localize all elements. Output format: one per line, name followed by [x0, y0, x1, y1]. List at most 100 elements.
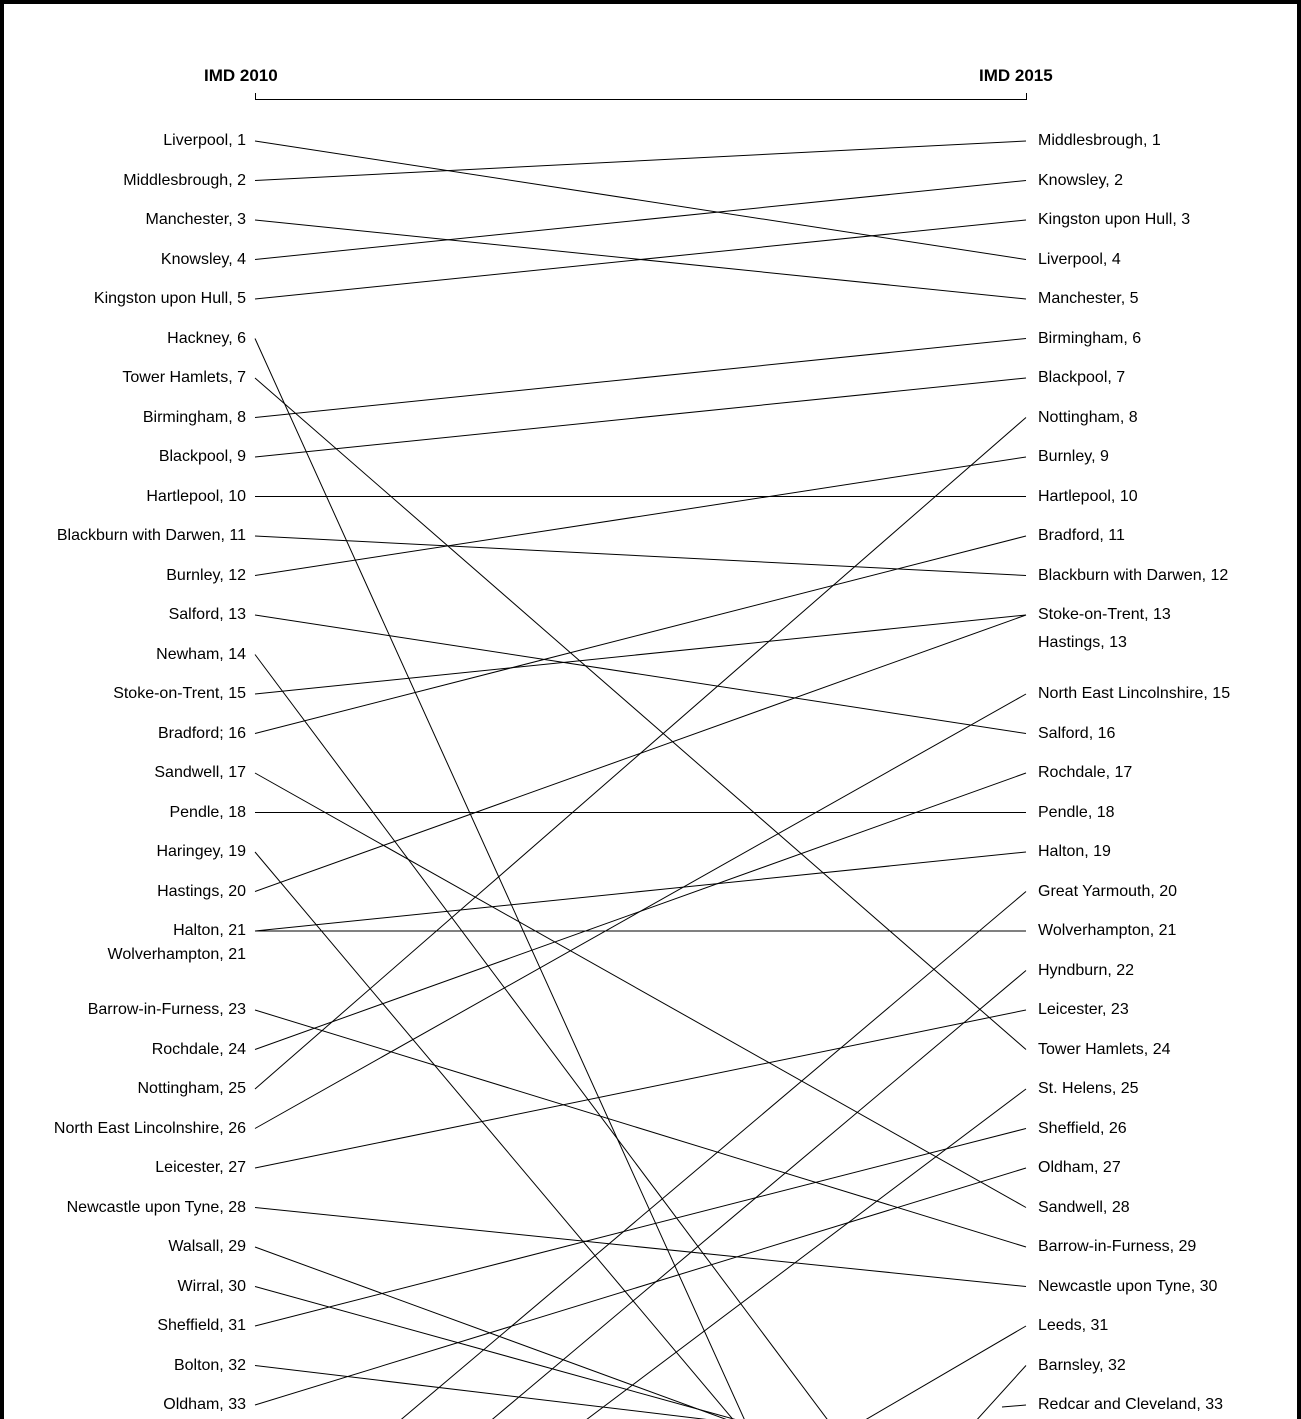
connector-1-to-4 — [254, 140, 1027, 260]
right-label-bradford-11: Bradford, 11 — [1038, 527, 1125, 544]
right-label-leicester-23: Leicester, 23 — [1038, 1001, 1129, 1018]
left-label-bradford-16: Bradford; 16 — [157, 724, 246, 742]
left-label-sandwell-17: Sandwell, 17 — [154, 764, 246, 781]
left-label-blackburn-with-darwen-11: Blackburn with Darwen, 11 — [56, 527, 246, 544]
connector-16-to-11 — [254, 535, 1027, 734]
connector-29-to-out — [254, 1246, 727, 1419]
left-label-stoke-on-trent-15: Stoke-on-Trent, 15 — [113, 685, 246, 702]
connector-out-to-25 — [586, 1088, 1027, 1419]
right-label-barnsley-32: Barnsley, 32 — [1038, 1356, 1126, 1374]
right-label-wolverhampton-21: Wolverhampton, 21 — [1038, 922, 1177, 939]
right-label-great-yarmouth-20: Great Yarmouth, 20 — [1038, 882, 1178, 900]
left-label-bolton-32: Bolton, 32 — [173, 1356, 246, 1374]
connector-15-to-13 — [254, 614, 1027, 695]
left-label-liverpool-1: Liverpool, 1 — [163, 132, 246, 149]
left-label-barrow-in-furness-23: Barrow-in-Furness, 23 — [87, 1001, 246, 1018]
right-label-pendle-18: Pendle, 18 — [1038, 803, 1115, 821]
connector-out-to-22 — [491, 970, 1027, 1419]
right-label-rochdale-17: Rochdale, 17 — [1038, 764, 1133, 781]
connector-12-to-9 — [254, 456, 1027, 576]
right-label-halton-19: Halton, 19 — [1038, 843, 1111, 860]
left-label-knowsley-4: Knowsley, 4 — [160, 250, 246, 268]
left-label-walsall-29: Walsall, 29 — [168, 1238, 246, 1255]
connector-8-to-6 — [254, 338, 1027, 418]
left-label-rochdale-24: Rochdale, 24 — [151, 1040, 246, 1058]
left-label-middlesbrough-2: Middlesbrough, 2 — [123, 171, 246, 189]
right-label-barrow-in-furness-29: Barrow-in-Furness, 29 — [1038, 1238, 1197, 1255]
right-label-leeds-31: Leeds, 31 — [1038, 1317, 1109, 1334]
right-label-sandwell-28: Sandwell, 28 — [1038, 1198, 1130, 1216]
connector-11-to-12 — [254, 535, 1027, 576]
connector-14-to-out — [254, 654, 828, 1419]
right-label-oldham-27: Oldham, 27 — [1038, 1159, 1121, 1176]
connector-out-to-31 — [865, 1325, 1027, 1419]
right-label-liverpool-4: Liverpool, 4 — [1038, 250, 1121, 268]
left-label-newham-14: Newham, 14 — [156, 645, 246, 663]
connector-out-to-20 — [400, 891, 1027, 1419]
left-label-wirral-30: Wirral, 30 — [177, 1277, 246, 1295]
left-label-blackpool-9: Blackpool, 9 — [158, 448, 246, 465]
header-bracket — [255, 93, 1027, 100]
connector-17-to-28 — [254, 772, 1027, 1208]
left-label-nottingham-25: Nottingham, 25 — [137, 1080, 246, 1097]
right-label-birmingham-6: Birmingham, 6 — [1038, 329, 1142, 347]
left-label-wolverhampton-21: Wolverhampton, 21 — [107, 946, 246, 963]
right-label-stoke-on-trent-13: Stoke-on-Trent, 13 — [1038, 606, 1171, 623]
connector-26-to-15 — [254, 693, 1027, 1129]
left-label-leicester-27: Leicester, 27 — [155, 1159, 246, 1176]
connector-32-to-out — [254, 1365, 707, 1419]
connector-21-to-19 — [254, 851, 1027, 932]
connector-33-to-27 — [254, 1167, 1027, 1406]
left-label-manchester-3: Manchester, 3 — [145, 211, 247, 228]
right-label-salford-16: Salford, 16 — [1038, 724, 1116, 742]
connector-23-to-29 — [254, 1009, 1027, 1248]
right-label-hastings-13: Hastings, 13 — [1038, 634, 1127, 651]
left-label-newcastle-upon-tyne-28: Newcastle upon Tyne, 28 — [66, 1198, 246, 1216]
connector-30-to-out — [254, 1286, 736, 1419]
right-label-nottingham-8: Nottingham, 8 — [1038, 408, 1138, 426]
right-label-north-east-lincolnshire-15: North East Lincolnshire, 15 — [1038, 685, 1231, 702]
connector-9-to-7 — [254, 377, 1027, 458]
connector-out-to-33 — [1001, 1404, 1027, 1408]
left-label-north-east-lincolnshire-26: North East Lincolnshire, 26 — [53, 1119, 246, 1137]
left-label-sheffield-31: Sheffield, 31 — [157, 1317, 246, 1334]
right-label-sheffield-26: Sheffield, 26 — [1038, 1119, 1127, 1137]
connector-31-to-26 — [254, 1128, 1027, 1327]
left-label-hastings-20: Hastings, 20 — [157, 882, 246, 900]
right-label-tower-hamlets-24: Tower Hamlets, 24 — [1038, 1040, 1171, 1058]
right-label-redcar-and-cleveland-33: Redcar and Cleveland, 33 — [1038, 1396, 1224, 1413]
connector-out-to-32 — [976, 1365, 1027, 1419]
left-label-kingston-upon-hull-5: Kingston upon Hull, 5 — [93, 290, 246, 307]
right-label-middlesbrough-1: Middlesbrough, 1 — [1038, 132, 1161, 149]
left-label-salford-13: Salford, 13 — [168, 606, 246, 623]
connector-19-to-out — [254, 851, 734, 1419]
slope-diagram: IMD 2010 IMD 2015 Liverpool, 1 Middlesbro… — [4, 4, 1297, 1419]
left-label-halton-21: Halton, 21 — [173, 922, 246, 939]
right-label-blackpool-7: Blackpool, 7 — [1038, 369, 1126, 386]
right-label-st-helens-25: St. Helens, 25 — [1038, 1080, 1139, 1097]
connector-2-to-1 — [254, 140, 1027, 181]
header-imd-2015: IMD 2015 — [979, 66, 1053, 85]
connector-7-to-24 — [254, 377, 1027, 1050]
left-label-pendle-18: Pendle, 18 — [169, 803, 246, 821]
right-label-manchester-5: Manchester, 5 — [1038, 290, 1139, 307]
left-label-birmingham-8: Birmingham, 8 — [142, 408, 246, 426]
connector-layer — [254, 93, 1027, 1419]
connector-27-to-23 — [254, 1009, 1027, 1169]
connector-5-to-3 — [254, 219, 1027, 300]
left-label-haringey-19: Haringey, 19 — [156, 843, 246, 860]
header-imd-2010: IMD 2010 — [204, 66, 278, 85]
right-label-hyndburn-22: Hyndburn, 22 — [1038, 961, 1135, 979]
right-label-burnley-9: Burnley, 9 — [1038, 448, 1109, 465]
right-label-knowsley-2: Knowsley, 2 — [1038, 171, 1124, 189]
right-label-hartlepool-10: Hartlepool, 10 — [1038, 487, 1138, 505]
connector-6-to-out — [254, 338, 745, 1419]
right-label-blackburn-with-darwen-12: Blackburn with Darwen, 12 — [1038, 566, 1229, 584]
connector-13-to-16 — [254, 614, 1027, 734]
connector-4-to-2 — [254, 180, 1027, 260]
right-label-kingston-upon-hull-3: Kingston upon Hull, 3 — [1038, 211, 1191, 228]
left-label-tower-hamlets-7: Tower Hamlets, 7 — [122, 369, 246, 386]
left-label-hackney-6: Hackney, 6 — [167, 329, 246, 347]
left-label-oldham-33: Oldham, 33 — [163, 1396, 246, 1413]
left-label-burnley-12: Burnley, 12 — [166, 566, 246, 584]
